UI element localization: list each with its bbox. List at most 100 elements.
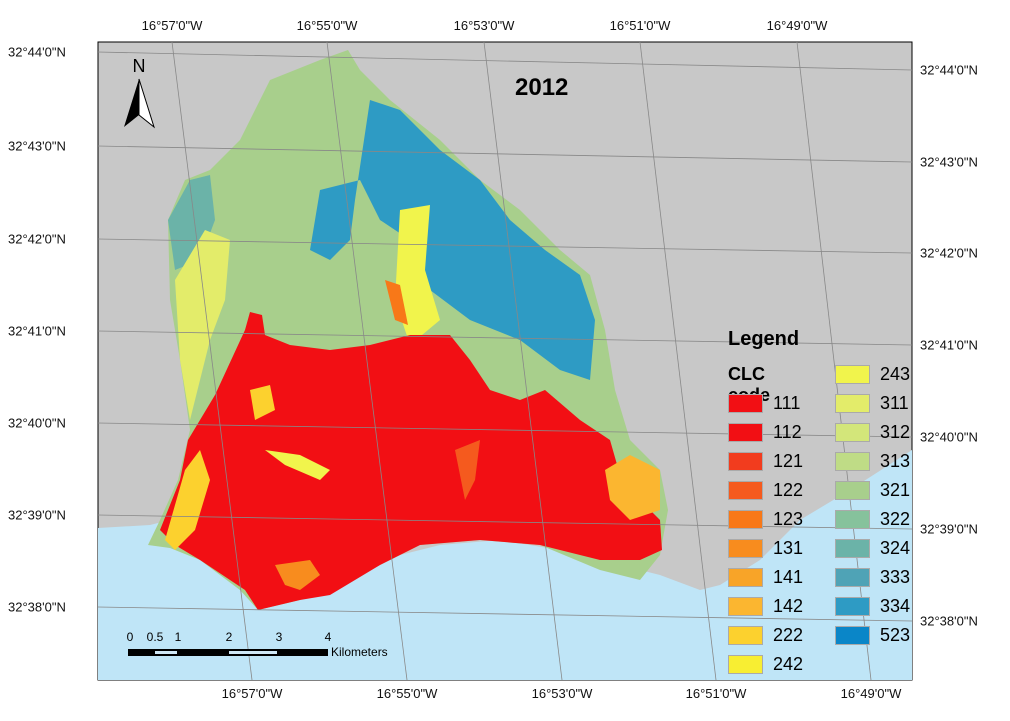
north-arrow: N (122, 56, 156, 134)
lat-label-left: 32°39'0"N (8, 507, 66, 523)
legend-label: 141 (773, 567, 804, 587)
legend-item-321: 321 (835, 480, 910, 501)
legend-label: 324 (880, 538, 911, 558)
legend-item-312: 312 (835, 422, 910, 443)
sea (98, 450, 912, 680)
legend-label: 311 (880, 393, 909, 413)
legend-label: 131 (773, 538, 804, 558)
lon-label-top: 16°57'0"W (141, 18, 203, 33)
land-cover-222 (165, 450, 210, 550)
legend-item-242: 242 (728, 654, 803, 675)
legend-item-112: 112 (728, 422, 802, 443)
legend-swatch (728, 452, 763, 471)
legend-swatch (835, 568, 870, 587)
land-cover-311 (175, 230, 230, 420)
legend-label: 142 (773, 596, 804, 616)
scale-tick: 0 (126, 630, 134, 644)
legend-swatch (835, 394, 870, 413)
legend-label: 322 (880, 509, 911, 529)
legend-swatch (835, 510, 870, 529)
legend-label: 334 (880, 596, 911, 616)
lat-label-right: 32°41'0"N (920, 337, 978, 353)
lon-label-top: 16°53'0"W (453, 18, 515, 33)
legend-item-121: 121 (728, 451, 803, 472)
legend-item-141: 141 (728, 567, 803, 588)
legend-item-313: 313 (835, 451, 910, 472)
legend-label: 242 (773, 654, 804, 674)
legend-item-222: 222 (728, 625, 803, 646)
scale-tick: 3 (275, 630, 283, 644)
legend-swatch (835, 597, 870, 616)
lon-label-bottom: 16°51'0"W (685, 686, 747, 701)
legend-item-523: 523 (835, 625, 910, 646)
lon-label-bottom: 16°53'0"W (531, 686, 593, 701)
scale-bar-graphic (128, 649, 328, 656)
legend-item-311: 311 (835, 393, 909, 414)
land-cover-243b (265, 450, 330, 480)
legend-item-131: 131 (728, 538, 803, 559)
legend-label: 523 (880, 625, 911, 645)
legend-swatch (728, 568, 763, 587)
map-title: 2012 (515, 74, 569, 101)
lat-label-right: 32°44'0"N (920, 62, 978, 78)
scale-tick: 2 (225, 630, 233, 644)
lat-label-right: 32°43'0"N (920, 154, 978, 170)
land-cover-243 (395, 205, 440, 345)
legend-swatch (728, 655, 763, 674)
lat-label-right: 32°42'0"N (920, 245, 978, 261)
legend-swatch (835, 626, 870, 645)
legend-swatch (728, 481, 763, 500)
legend-label: 111 (773, 393, 801, 413)
land-cover-222b (250, 385, 275, 420)
legend-item-324: 324 (835, 538, 910, 559)
legend-item-334: 334 (835, 596, 910, 617)
legend-swatch (835, 539, 870, 558)
legend-swatch (835, 481, 870, 500)
legend-label: 333 (880, 567, 911, 587)
legend-swatch (728, 394, 763, 413)
legend-label: 122 (773, 480, 804, 500)
land-cover-111 (160, 312, 662, 610)
land-cover-123 (385, 280, 408, 325)
legend-label: 222 (773, 625, 804, 645)
lon-label-bottom: 16°49'0"W (840, 686, 902, 701)
land-cover-122 (455, 440, 480, 500)
legend-item-122: 122 (728, 480, 803, 501)
scale-tick: 4 (324, 630, 332, 644)
legend-item-243: 243 (835, 364, 910, 385)
land-cover-142 (605, 455, 660, 520)
legend-swatch (728, 423, 763, 442)
lat-label-left: 32°44'0"N (8, 44, 66, 60)
legend-item-123: 123 (728, 509, 803, 530)
legend-item-322: 322 (835, 509, 910, 530)
lat-label-left: 32°38'0"N (8, 599, 66, 615)
legend-item-142: 142 (728, 596, 803, 617)
lat-label-right: 32°39'0"N (920, 521, 978, 537)
legend-swatch (728, 510, 763, 529)
legend-label: 243 (880, 364, 911, 384)
lon-label-top: 16°55'0"W (296, 18, 358, 33)
lat-label-right: 32°40'0"N (920, 429, 978, 445)
scale-tick: 1 (174, 630, 182, 644)
legend-swatch (835, 452, 870, 471)
legend-item-111: 111 (728, 393, 800, 414)
legend-item-333: 333 (835, 567, 910, 588)
legend-swatch (728, 597, 763, 616)
lat-label-left: 32°43'0"N (8, 138, 66, 154)
lat-label-left: 32°42'0"N (8, 231, 66, 247)
scale-unit: Kilometers (331, 645, 388, 659)
lon-label-top: 16°49'0"W (766, 18, 828, 33)
lat-label-left: 32°41'0"N (8, 323, 66, 339)
lon-label-bottom: 16°57'0"W (221, 686, 283, 701)
lon-label-bottom: 16°55'0"W (376, 686, 438, 701)
legend-swatch (835, 365, 870, 384)
legend-swatch (728, 626, 763, 645)
land-cover-131 (275, 560, 320, 590)
lon-label-top: 16°51'0"W (609, 18, 671, 33)
north-arrow-icon (124, 78, 155, 129)
graticule (97, 41, 913, 681)
legend-label: 112 (773, 422, 802, 442)
legend-label: 121 (773, 451, 804, 471)
legend-label: 312 (880, 422, 911, 442)
